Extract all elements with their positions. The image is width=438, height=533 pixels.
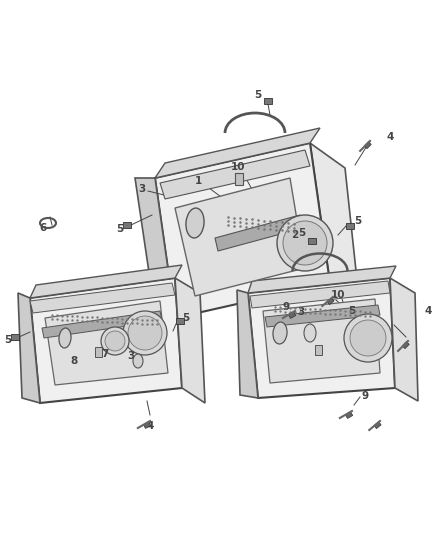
Text: 8: 8 (71, 356, 78, 366)
Text: 5: 5 (182, 313, 190, 323)
Bar (308, 238, 316, 244)
Text: 5: 5 (4, 335, 12, 345)
Text: 10: 10 (231, 162, 245, 172)
Polygon shape (250, 281, 390, 308)
Text: 9: 9 (361, 391, 368, 401)
Text: 10: 10 (331, 290, 345, 300)
Text: 3: 3 (127, 351, 134, 361)
Text: 5: 5 (117, 224, 124, 234)
Circle shape (128, 316, 162, 350)
Polygon shape (45, 301, 168, 385)
Bar (289, 312, 296, 318)
Circle shape (101, 327, 129, 355)
Circle shape (105, 331, 125, 351)
Text: 3: 3 (138, 184, 145, 194)
Polygon shape (18, 293, 40, 403)
Text: 4: 4 (424, 306, 432, 316)
Text: 5: 5 (298, 228, 306, 238)
Polygon shape (30, 278, 182, 403)
Polygon shape (30, 283, 175, 313)
Bar (346, 223, 354, 229)
Polygon shape (215, 215, 303, 251)
Bar (95, 347, 102, 357)
Polygon shape (265, 305, 380, 327)
Polygon shape (160, 150, 310, 199)
Circle shape (123, 311, 167, 355)
Ellipse shape (304, 324, 316, 342)
Text: 4: 4 (386, 132, 394, 142)
Circle shape (277, 215, 333, 271)
Bar (327, 298, 334, 305)
Bar (346, 412, 353, 418)
Bar (264, 98, 272, 104)
Bar (315, 345, 322, 355)
Polygon shape (248, 266, 396, 293)
Ellipse shape (186, 208, 204, 238)
Polygon shape (248, 278, 395, 398)
Ellipse shape (59, 328, 71, 348)
Polygon shape (155, 143, 330, 318)
Polygon shape (30, 265, 182, 298)
Text: 3: 3 (297, 307, 304, 317)
Polygon shape (263, 299, 380, 383)
Polygon shape (237, 290, 258, 398)
Text: 2: 2 (291, 230, 299, 240)
Bar (123, 222, 131, 228)
Polygon shape (135, 178, 175, 318)
Bar (364, 142, 371, 149)
Polygon shape (175, 278, 205, 403)
Text: 5: 5 (254, 90, 261, 100)
Circle shape (283, 221, 327, 265)
Bar (176, 318, 184, 324)
Ellipse shape (133, 354, 143, 368)
Bar (374, 422, 381, 429)
Polygon shape (155, 128, 320, 178)
Text: 1: 1 (194, 176, 201, 186)
Text: 4: 4 (146, 421, 154, 431)
Bar (144, 422, 151, 429)
Bar (402, 342, 409, 349)
Polygon shape (310, 143, 360, 308)
Polygon shape (42, 311, 162, 338)
Text: 7: 7 (101, 349, 109, 359)
Text: 9: 9 (283, 302, 290, 312)
Polygon shape (175, 178, 305, 296)
Text: 6: 6 (39, 223, 46, 233)
Circle shape (344, 314, 392, 362)
Ellipse shape (273, 322, 287, 344)
Polygon shape (390, 278, 418, 401)
Circle shape (350, 320, 386, 356)
Text: 5: 5 (348, 306, 356, 316)
Bar (11, 334, 19, 340)
Text: 5: 5 (354, 216, 362, 226)
Bar (235, 173, 243, 185)
